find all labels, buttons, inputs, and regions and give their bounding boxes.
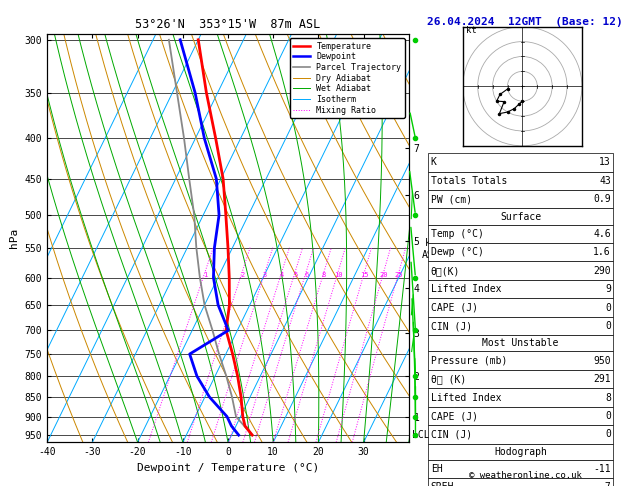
- Text: 8: 8: [322, 272, 326, 278]
- Text: 0: 0: [605, 321, 611, 331]
- Text: 4: 4: [280, 272, 284, 278]
- Text: 26.04.2024  12GMT  (Base: 12): 26.04.2024 12GMT (Base: 12): [427, 17, 623, 27]
- Text: 8: 8: [605, 393, 611, 402]
- Text: 950: 950: [593, 356, 611, 365]
- Text: K: K: [431, 157, 437, 167]
- Text: 0: 0: [605, 430, 611, 439]
- Text: 1: 1: [203, 272, 207, 278]
- Text: 1.6: 1.6: [593, 247, 611, 257]
- Text: θᴁ(K): θᴁ(K): [431, 266, 460, 276]
- Text: Lifted Index: Lifted Index: [431, 284, 501, 294]
- Text: 43: 43: [599, 176, 611, 186]
- Text: -7: -7: [599, 483, 611, 486]
- Text: Lifted Index: Lifted Index: [431, 393, 501, 402]
- Text: Hodograph: Hodograph: [494, 447, 547, 457]
- Text: CIN (J): CIN (J): [431, 321, 472, 331]
- Text: Surface: Surface: [500, 211, 541, 222]
- Text: 5: 5: [293, 272, 298, 278]
- Text: EH: EH: [431, 464, 443, 474]
- Text: Temp (°C): Temp (°C): [431, 229, 484, 239]
- Text: 291: 291: [593, 374, 611, 384]
- Text: 10: 10: [334, 272, 342, 278]
- Text: 25: 25: [394, 272, 403, 278]
- Text: CAPE (J): CAPE (J): [431, 303, 478, 312]
- Y-axis label: hPa: hPa: [9, 228, 19, 248]
- Text: 0: 0: [605, 303, 611, 312]
- X-axis label: Dewpoint / Temperature (°C): Dewpoint / Temperature (°C): [137, 463, 319, 473]
- Text: CAPE (J): CAPE (J): [431, 411, 478, 421]
- Text: SREH: SREH: [431, 483, 454, 486]
- Text: 9: 9: [605, 284, 611, 294]
- Text: -11: -11: [593, 464, 611, 474]
- Text: 20: 20: [379, 272, 388, 278]
- Text: 4.6: 4.6: [593, 229, 611, 239]
- Title: 53°26'N  353°15'W  87m ASL: 53°26'N 353°15'W 87m ASL: [135, 18, 321, 32]
- Text: 6: 6: [304, 272, 308, 278]
- Text: 290: 290: [593, 266, 611, 276]
- Text: LCL: LCL: [413, 430, 430, 440]
- Text: 15: 15: [360, 272, 369, 278]
- Text: 3: 3: [263, 272, 267, 278]
- Legend: Temperature, Dewpoint, Parcel Trajectory, Dry Adiabat, Wet Adiabat, Isotherm, Mi: Temperature, Dewpoint, Parcel Trajectory…: [290, 38, 404, 118]
- Text: θᴁ (K): θᴁ (K): [431, 374, 466, 384]
- Text: 2: 2: [240, 272, 244, 278]
- Text: PW (cm): PW (cm): [431, 194, 472, 204]
- Text: 0.9: 0.9: [593, 194, 611, 204]
- Text: 0: 0: [605, 411, 611, 421]
- Text: Most Unstable: Most Unstable: [482, 338, 559, 348]
- Text: Pressure (mb): Pressure (mb): [431, 356, 507, 365]
- Text: © weatheronline.co.uk: © weatheronline.co.uk: [469, 471, 582, 480]
- Text: Dewp (°C): Dewp (°C): [431, 247, 484, 257]
- Text: CIN (J): CIN (J): [431, 430, 472, 439]
- Y-axis label: km
ASL: km ASL: [422, 238, 440, 260]
- Text: Totals Totals: Totals Totals: [431, 176, 507, 186]
- Text: kt: kt: [466, 26, 477, 35]
- Text: 13: 13: [599, 157, 611, 167]
